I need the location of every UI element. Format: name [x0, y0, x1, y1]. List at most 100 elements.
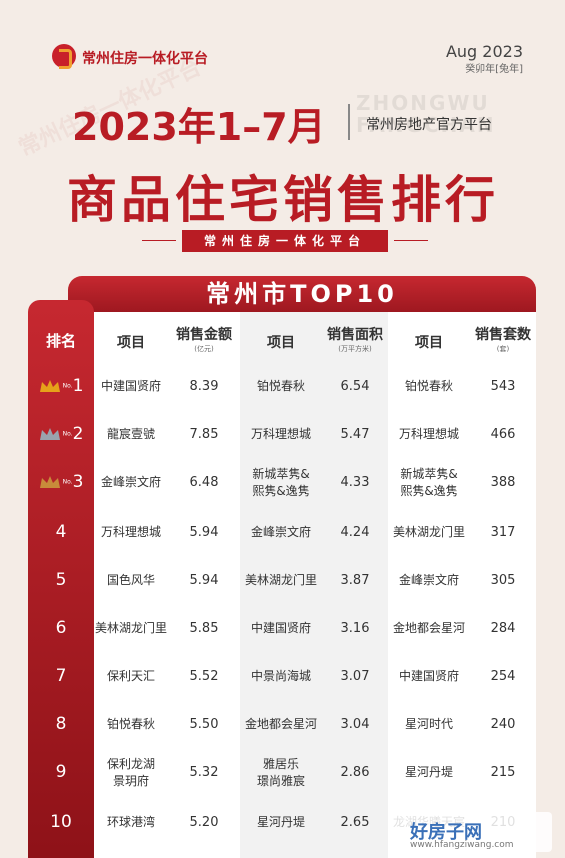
table-row: 8 铂悦春秋 5.50 金地都会星河 3.04 星河时代 240: [28, 702, 536, 750]
sales-area: 2.65: [340, 815, 370, 830]
rank-no-label: No.: [62, 430, 73, 438]
rank-header: 排名: [45, 332, 76, 350]
sales-amount: 5.94: [189, 525, 219, 540]
units-project: 星河时代: [404, 717, 453, 731]
sales-amount: 8.39: [189, 379, 219, 394]
units-project: 中建国贤府: [398, 669, 459, 683]
units-project: 万科理想城: [398, 427, 459, 441]
sales-units: 388: [490, 475, 516, 490]
site-name: 好房子网: [410, 822, 482, 843]
ghost-watermark: ZHONGWU FANGCHAN: [356, 91, 496, 137]
sales-area: 6.54: [340, 379, 370, 394]
col-units-header: 销售套数 (套): [475, 327, 531, 353]
sales-amount: 5.94: [189, 573, 219, 588]
area-project: 金地都会星河: [244, 717, 317, 731]
units-project: 星河丹堤: [404, 765, 453, 779]
col-project-3-header: 项目: [415, 335, 443, 351]
sales-area: 4.33: [340, 475, 370, 490]
table-row: No.3 金峰崇文府 6.48 新城萃隽& 熙隽&逸隽 4.33 新城萃隽& 熙隽&逸隽 388: [28, 460, 536, 508]
sales-area: 3.07: [340, 669, 370, 684]
rank-no-label: No.: [62, 382, 73, 390]
sales-amount: 5.85: [189, 621, 219, 636]
table-row: 9 保利龙湖 景玥府 5.32 雅居乐 璟尚雅宸 2.86 星河丹堤 215: [28, 750, 536, 798]
rank-column: [28, 300, 94, 858]
rank-number: 6: [55, 618, 67, 638]
amount-project: 万科理想城: [100, 525, 161, 539]
period-title: 2023年1–7月: [72, 105, 326, 149]
col-project-1-header: 项目: [117, 335, 145, 351]
ranking-table: 排名 项目 销售金额 (亿元) 项目 销售面积 (万平方米) 项目 销售套数 (…: [28, 300, 536, 858]
amount-project: 美林湖龙门里: [94, 621, 167, 635]
sales-amount: 7.85: [189, 427, 219, 442]
rank-number: 7: [55, 666, 67, 686]
column-shade: [240, 312, 388, 858]
area-project: 中建国贤府: [250, 621, 311, 635]
report-date: Aug 2023: [445, 42, 523, 61]
sales-units: 466: [490, 427, 516, 442]
units-project: 美林湖龙门里: [392, 525, 465, 539]
units-project: 金峰崇文府: [398, 573, 459, 587]
sales-area: 3.04: [340, 717, 370, 732]
title-divider: [348, 104, 350, 140]
amount-project: 保利天汇: [106, 669, 155, 683]
amount-project: 保利龙湖 景玥府: [106, 757, 155, 788]
crown-icon: [39, 476, 60, 488]
rank-number: No.3: [28, 472, 94, 492]
platform-subtitle: 常州房地产官方平台: [366, 117, 492, 133]
area-project: 中景尚海城: [250, 669, 311, 683]
sales-units: 240: [490, 717, 516, 732]
sales-amount: 6.48: [189, 475, 219, 490]
page-header: 常州住房一体化平台 Aug 2023 癸卯年[兔年] 2023年1–7月 ZHO…: [0, 0, 565, 252]
area-project: 铂悦春秋: [256, 379, 305, 393]
col-area-header: 销售面积 (万平方米): [327, 327, 383, 353]
sales-amount: 5.20: [189, 815, 219, 830]
amount-project: 金峰崇文府: [100, 475, 161, 489]
rank-number: No.1: [28, 376, 94, 396]
sales-units: 305: [490, 573, 516, 588]
site-watermark: [392, 812, 552, 852]
amount-project: 龍宸壹號: [106, 427, 155, 441]
platform-banner: 常州住房一体化平台: [142, 230, 428, 252]
amount-project: 国色风华: [106, 573, 155, 587]
units-project: 铂悦春秋: [404, 379, 453, 393]
rank-number: No.2: [28, 424, 94, 444]
sales-area: 5.47: [340, 427, 370, 442]
rank-no-label: No.: [62, 478, 73, 486]
area-project: 万科理想城: [250, 427, 311, 441]
rank-number: 9: [55, 762, 67, 782]
area-project: 新城萃隽& 熙隽&逸隽: [252, 467, 310, 498]
crown-icon: [39, 380, 60, 392]
sales-units: 254: [490, 669, 516, 684]
table-row: No.1 中建国贤府 8.39 铂悦春秋 6.54 铂悦春秋 543: [28, 364, 536, 412]
table-row: 5 国色风华 5.94 美林湖龙门里 3.87 金峰崇文府 305: [28, 558, 536, 606]
amount-project: 铂悦春秋: [106, 717, 155, 731]
table-row: 6 美林湖龙门里 5.85 中建国贤府 3.16 金地都会星河 284: [28, 606, 536, 654]
sales-area: 3.16: [340, 621, 370, 636]
rank-number: 10: [50, 812, 72, 832]
sales-area: 4.24: [340, 525, 370, 540]
sales-units: 215: [490, 765, 516, 780]
site-url: www.hfangziwang.com: [410, 840, 514, 850]
sales-area: 2.86: [340, 765, 370, 780]
rank-number: 5: [55, 570, 67, 590]
col-project-2-header: 项目: [267, 335, 295, 351]
city-top10-title: 常州市TOP10: [68, 276, 536, 312]
rank-number: 8: [55, 714, 67, 734]
sales-units: 317: [490, 525, 516, 540]
area-project: 雅居乐 璟尚雅宸: [256, 757, 305, 788]
rank-number: 4: [55, 522, 67, 542]
lunar-year: 癸卯年[兔年]: [465, 64, 523, 75]
sales-amount: 5.50: [189, 717, 219, 732]
table-row: No.2 龍宸壹號 7.85 万科理想城 5.47 万科理想城 466: [28, 412, 536, 460]
sales-area: 3.87: [340, 573, 370, 588]
sales-amount: 5.52: [189, 669, 219, 684]
amount-project: 中建国贤府: [100, 379, 161, 393]
sales-units: 543: [490, 379, 516, 394]
ranking-title: 商品住宅销售排行: [67, 171, 499, 229]
platform-logo-icon: [52, 44, 76, 69]
area-project: 美林湖龙门里: [244, 573, 317, 587]
amount-project: 环球港湾: [106, 815, 155, 829]
area-project: 星河丹堤: [256, 815, 305, 829]
units-project: 新城萃隽& 熙隽&逸隽: [400, 467, 458, 498]
area-project: 金峰崇文府: [250, 525, 311, 539]
